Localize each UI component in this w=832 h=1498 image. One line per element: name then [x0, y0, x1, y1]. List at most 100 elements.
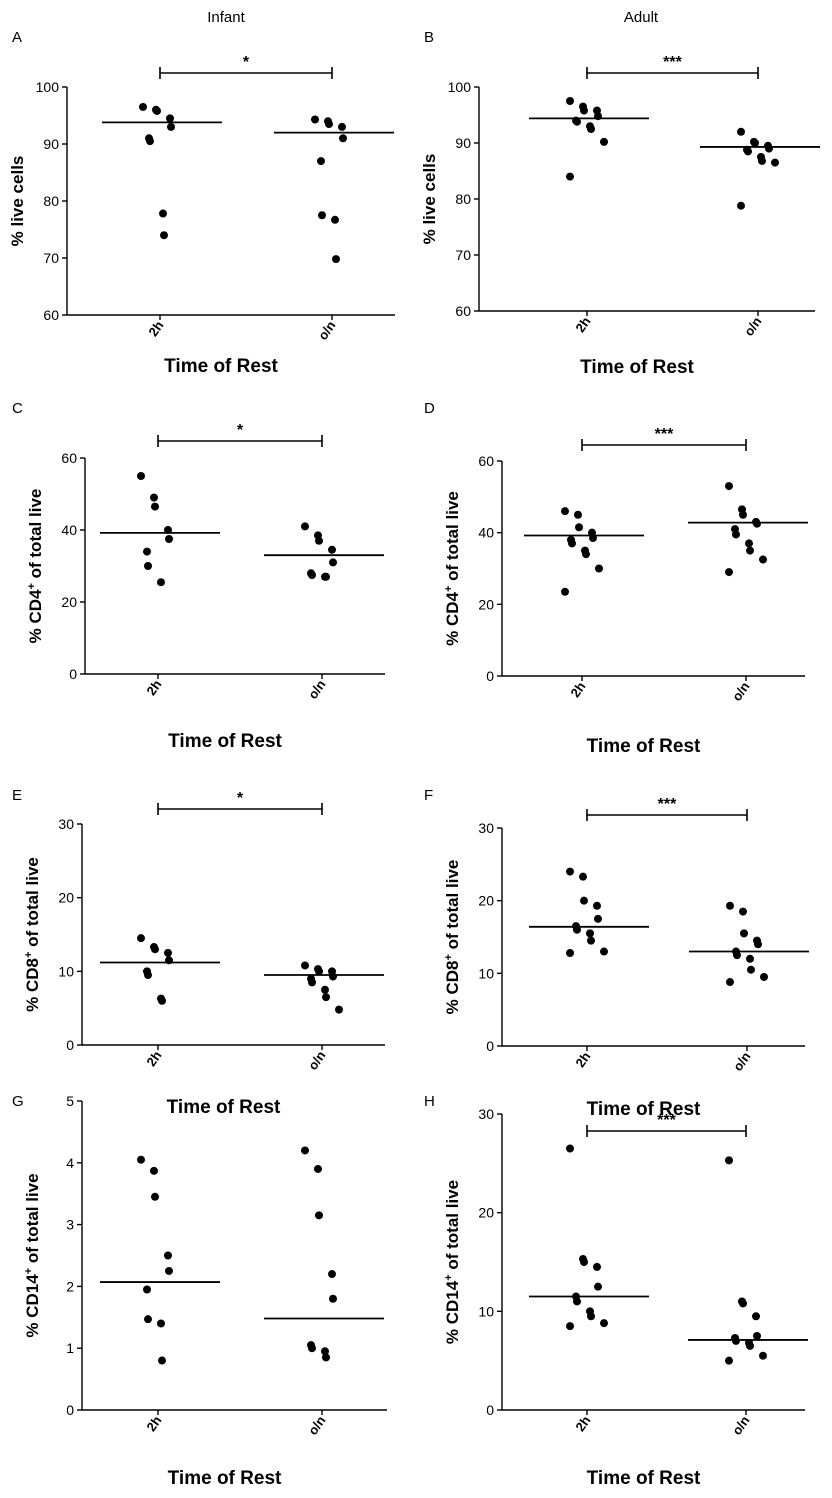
y-tick-label: 2: [66, 1278, 74, 1294]
data-point: [151, 502, 159, 511]
data-point: [301, 961, 309, 970]
y-axis-label-rest: of total live: [23, 857, 42, 951]
data-point: [739, 510, 747, 519]
significance-label: ***: [655, 426, 674, 443]
data-point: [582, 550, 590, 559]
data-point: [139, 102, 147, 111]
data-point: [137, 1155, 145, 1164]
y-axis-label: % CD4+ of total live: [443, 491, 462, 646]
panel-c: C 0 20 40 60 2h o/n * Time of Rest % CD4+ of tota…: [12, 400, 385, 752]
y-axis-label: % CD8+ of total live: [23, 857, 42, 1012]
y-tick-label: 10: [478, 965, 494, 981]
data-point: [338, 122, 346, 131]
y-tick-label: 0: [486, 1402, 494, 1418]
y-tick-label: 100: [36, 79, 60, 95]
data-point: [580, 1258, 588, 1266]
y-axis-label-main: % CD8: [443, 961, 462, 1015]
data-point: [574, 510, 582, 519]
y-tick-label: 4: [66, 1155, 74, 1171]
data-point: [593, 1262, 601, 1271]
data-point: [594, 914, 602, 923]
data-point: [725, 1356, 733, 1365]
data-point: [157, 578, 165, 587]
data-point: [746, 546, 754, 555]
y-tick-label: 60: [61, 450, 77, 466]
y-tick-label: 20: [58, 890, 74, 906]
data-point: [765, 144, 773, 153]
data-point: [301, 522, 309, 531]
data-point: [725, 568, 733, 577]
y-axis-label-rest: of total live: [26, 489, 45, 583]
panel-letter-c: C: [12, 400, 23, 417]
y-tick-label: 20: [478, 1205, 494, 1221]
y-tick-label: 90: [455, 135, 471, 151]
data-point: [329, 972, 337, 981]
y-tick-label: 0: [486, 668, 494, 684]
data-point: [315, 1211, 323, 1220]
panel-b: B 60 70 80 90 100 2h o/n *** Time of Rest % live c…: [420, 29, 820, 378]
x-tick-label-on: o/n: [729, 1413, 753, 1438]
y-tick-label: 0: [66, 1037, 74, 1053]
y-axis-label: % CD14+ of total live: [443, 1180, 462, 1344]
x-tick-label-on: o/n: [741, 314, 765, 339]
data-point: [754, 940, 762, 949]
data-point: [771, 158, 779, 167]
significance-label: ***: [657, 1112, 676, 1129]
data-point: [335, 1005, 343, 1014]
y-tick-label: 0: [69, 666, 77, 682]
data-point: [587, 936, 595, 945]
data-point: [311, 115, 319, 124]
data-point: [566, 867, 574, 876]
data-point: [158, 996, 166, 1005]
data-point: [339, 134, 347, 143]
panel-letter-a: A: [12, 29, 22, 46]
data-point: [331, 215, 339, 224]
x-axis-label: Time of Rest: [167, 1097, 281, 1118]
data-point: [159, 209, 167, 218]
data-point: [732, 530, 740, 539]
panel-f: F 0 10 20 30 2h o/n *** Time of Rest % CD8+ of to…: [424, 787, 809, 1120]
y-axis-label-superscript: +: [443, 954, 455, 960]
data-point: [739, 907, 747, 916]
data-point: [146, 137, 154, 146]
x-tick-label-2h: 2h: [572, 1413, 593, 1434]
y-tick-label: 10: [478, 1303, 494, 1319]
significance-label: *: [237, 422, 244, 439]
y-axis-label: % CD4+ of total live: [26, 489, 45, 644]
x-tick-label-2h: 2h: [143, 677, 164, 698]
data-point: [166, 114, 174, 123]
data-point: [746, 954, 754, 963]
data-point: [164, 948, 172, 957]
y-tick-label: 70: [455, 247, 471, 263]
x-tick-label-2h: 2h: [572, 314, 593, 335]
data-point: [321, 1347, 329, 1356]
data-point: [151, 1192, 159, 1201]
data-point: [745, 539, 753, 548]
data-point: [759, 1351, 767, 1360]
data-point: [566, 97, 574, 105]
y-axis-label-main: % CD14: [23, 1274, 42, 1338]
significance-label: *: [237, 790, 244, 807]
data-point: [317, 157, 325, 166]
panel-e: E 0 10 20 30 2h o/n * Time of Rest % CD8+ of tota…: [12, 787, 385, 1118]
y-axis-label: % live cells: [8, 156, 27, 247]
y-tick-label: 40: [61, 522, 77, 538]
data-point: [318, 211, 326, 220]
data-point: [747, 965, 755, 974]
data-point: [573, 117, 581, 126]
data-point: [315, 967, 323, 976]
data-point: [751, 139, 759, 147]
data-point: [587, 125, 595, 133]
data-point: [332, 255, 340, 264]
panel-letter-h: H: [424, 1093, 435, 1110]
x-tick-label-2h: 2h: [572, 1049, 593, 1070]
data-point: [561, 587, 569, 596]
data-point: [322, 1353, 330, 1362]
data-point: [595, 564, 603, 573]
y-tick-label: 0: [66, 1402, 74, 1418]
data-point: [315, 536, 323, 545]
data-point: [579, 872, 587, 881]
y-tick-label: 60: [455, 303, 471, 319]
